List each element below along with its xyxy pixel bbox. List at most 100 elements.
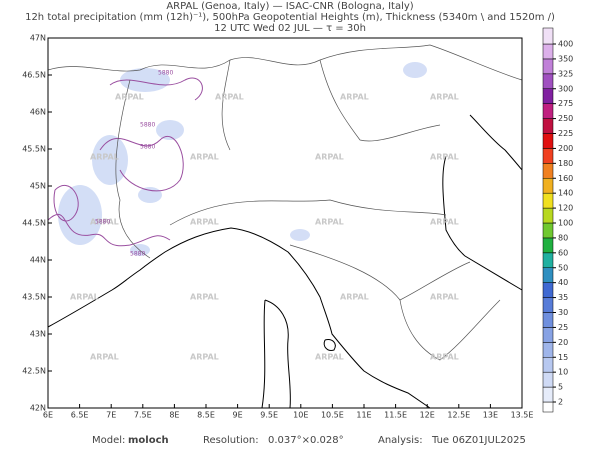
- watermark: ARPAL: [190, 218, 219, 227]
- colorbar-label: 250: [558, 114, 573, 123]
- colorbar-swatch: [542, 133, 554, 149]
- colorbar-swatch: [542, 267, 554, 283]
- watermark: ARPAL: [215, 93, 244, 102]
- colorbar-swatch: [542, 222, 554, 239]
- watermark: ARPAL: [115, 93, 144, 102]
- contour-label: 5880: [140, 144, 155, 151]
- colorbar-swatch: [542, 312, 554, 328]
- colorbar-label: 15: [558, 353, 568, 362]
- watermark: ARPAL: [90, 218, 119, 227]
- lat-tick-label: 45N: [30, 182, 46, 191]
- lon-tick-label: 12E: [420, 411, 435, 420]
- lon-tick-label: 9E: [233, 411, 243, 420]
- lat-tick-label: 44N: [30, 256, 46, 265]
- colorbar-label: 40: [558, 278, 568, 287]
- footer-value: moloch: [128, 435, 169, 446]
- footer-label: Model:: [92, 435, 125, 446]
- coastlines: [47, 114, 523, 409]
- watermark: ARPAL: [190, 153, 219, 162]
- contour-label: 5880: [95, 219, 110, 226]
- colorbar-label: 60: [558, 248, 568, 257]
- colorbar-swatch: [542, 327, 554, 343]
- colorbar-swatch: [542, 371, 554, 388]
- map-background: [48, 38, 522, 408]
- lon-tick-label: 12.5E: [447, 411, 470, 420]
- colorbar-label: 350: [558, 54, 573, 63]
- lon-tick-label: 11.5E: [384, 411, 407, 420]
- colorbar-label: 100: [558, 219, 573, 228]
- lat-tick-label: 46N: [30, 108, 46, 117]
- watermark: ARPAL: [190, 353, 219, 362]
- colorbar-swatch: [542, 282, 554, 298]
- colorbar-label: 400: [558, 40, 573, 49]
- title-line: ARPAL (Genoa, Italy) — ISAC-CNR (Bologna…: [166, 1, 413, 12]
- colorbar-label: 2: [558, 398, 563, 407]
- watermark: ARPAL: [315, 353, 344, 362]
- colorbar-label: 20: [558, 338, 568, 347]
- colorbar-swatch: [542, 27, 554, 45]
- watermark: ARPAL: [430, 293, 459, 302]
- lon-tick-label: 9.5E: [260, 411, 278, 420]
- footer-label: Analysis:: [378, 435, 423, 446]
- colorbar-swatch: [542, 237, 554, 254]
- watermark: ARPAL: [430, 93, 459, 102]
- watermark: ARPAL: [90, 353, 119, 362]
- colorbar-label: 140: [558, 189, 573, 198]
- lat-tick-label: 47N: [30, 34, 46, 43]
- watermark: ARPAL: [430, 218, 459, 227]
- colorbar-label: 10: [558, 368, 568, 377]
- watermark: ARPAL: [340, 93, 369, 102]
- borders: [47, 44, 523, 361]
- colorbar-label: 5: [558, 383, 563, 392]
- lon-tick-label: 13E: [483, 411, 498, 420]
- watermark: ARPAL: [70, 293, 99, 302]
- title-line: 12h total precipitation (mm (12h)⁻¹), 50…: [25, 12, 555, 23]
- title-line: 12 UTC Wed 02 JUL — τ = 30h: [214, 23, 366, 34]
- colorbar-swatch: [542, 207, 554, 224]
- precip-areas: [58, 62, 427, 256]
- colorbar-label: 80: [558, 233, 568, 242]
- lon-tick-label: 6E: [43, 411, 53, 420]
- watermark: ARPAL: [430, 153, 459, 162]
- colorbar-swatch: [542, 88, 554, 104]
- watermark: ARPAL: [315, 218, 344, 227]
- colorbar-swatch: [542, 401, 554, 413]
- watermark: ARPAL: [315, 153, 344, 162]
- colorbar-swatch: [542, 297, 554, 313]
- watermark: ARPAL: [190, 293, 219, 302]
- colorbar-swatch: [542, 43, 554, 60]
- colorbar-label: 35: [558, 293, 568, 302]
- map-area: [47, 38, 523, 409]
- lat-tick-label: 43.5N: [22, 293, 46, 302]
- lat-tick-label: 42N: [30, 404, 46, 413]
- height-contours: [47, 77, 203, 247]
- lon-tick-label: 7.5E: [134, 411, 152, 420]
- lat-tick-label: 45.5N: [22, 145, 46, 154]
- watermark: ARPAL: [90, 153, 119, 162]
- colorbar-swatch: [542, 118, 554, 134]
- lon-tick-label: 11E: [356, 411, 371, 420]
- lon-tick-label: 10E: [293, 411, 308, 420]
- lon-tick-label: 10.5E: [321, 411, 344, 420]
- footer-value: Tue 06Z01JUL2025: [431, 435, 526, 446]
- colorbar-label: 50: [558, 263, 568, 272]
- colorbar-swatch: [542, 103, 554, 119]
- contour-label: 5880: [140, 122, 155, 129]
- colorbar-swatch: [542, 386, 554, 403]
- colorbar-swatch: [542, 342, 554, 358]
- colorbar-label: 180: [558, 159, 573, 168]
- contour-label: 5880: [130, 251, 145, 258]
- colorbar-label: 160: [558, 174, 573, 183]
- lat-tick-label: 44.5N: [22, 219, 46, 228]
- colorbar-label: 30: [558, 308, 568, 317]
- watermark: ARPAL: [340, 293, 369, 302]
- lon-tick-label: 6.5E: [71, 411, 89, 420]
- colorbar-swatch: [542, 163, 554, 179]
- colorbar-label: 120: [558, 204, 573, 213]
- colorbar-label: 275: [558, 99, 573, 108]
- colorbar-swatch: [542, 178, 554, 194]
- lat-tick-label: 42.5N: [22, 367, 46, 376]
- colorbar-swatch: [542, 252, 554, 268]
- colorbar-label: 225: [558, 129, 573, 138]
